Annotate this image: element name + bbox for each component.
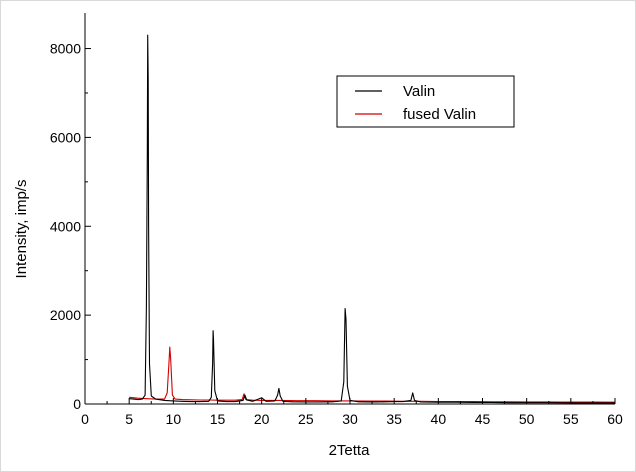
x-tick-label: 5 — [125, 411, 133, 427]
x-tick-label: 50 — [519, 411, 535, 427]
legend-label-valin: Valin — [403, 83, 435, 100]
y-axis-title: Intensity, imp/s — [13, 180, 30, 279]
x-tick-label: 10 — [166, 411, 182, 427]
series-line-fused-valin — [129, 346, 616, 403]
x-axis-title: 2Tetta — [329, 442, 371, 459]
ticks — [84, 48, 616, 405]
x-tick-label: 35 — [386, 411, 402, 427]
x-tick-label: 40 — [431, 411, 447, 427]
x-tick-label: 30 — [342, 411, 358, 427]
tick-labels: 0 5 10 15 20 25 30 35 40 45 50 55 60 0 2000 4000 6000 800… — [50, 41, 623, 427]
legend-label-fused-valin: fused Valin — [403, 106, 476, 123]
x-tick-label: 20 — [254, 411, 270, 427]
legend: Valin fused Valin — [336, 75, 515, 128]
x-tick-label: 45 — [475, 411, 491, 427]
x-tick-label: 60 — [607, 411, 623, 427]
x-tick-label: 15 — [210, 411, 226, 427]
x-tick-label: 0 — [81, 411, 89, 427]
series-line-valin — [129, 34, 615, 404]
axes — [84, 13, 615, 405]
x-tick-label: 55 — [563, 411, 579, 427]
y-tick-label: 2000 — [50, 307, 81, 323]
x-tick-label: 25 — [298, 411, 314, 427]
plot-lines — [129, 34, 616, 404]
legend-box — [336, 75, 515, 128]
y-tick-label: 4000 — [50, 218, 81, 234]
y-tick-label: 6000 — [50, 129, 81, 145]
y-tick-label: 0 — [73, 396, 81, 412]
y-tick-label: 8000 — [50, 41, 81, 57]
